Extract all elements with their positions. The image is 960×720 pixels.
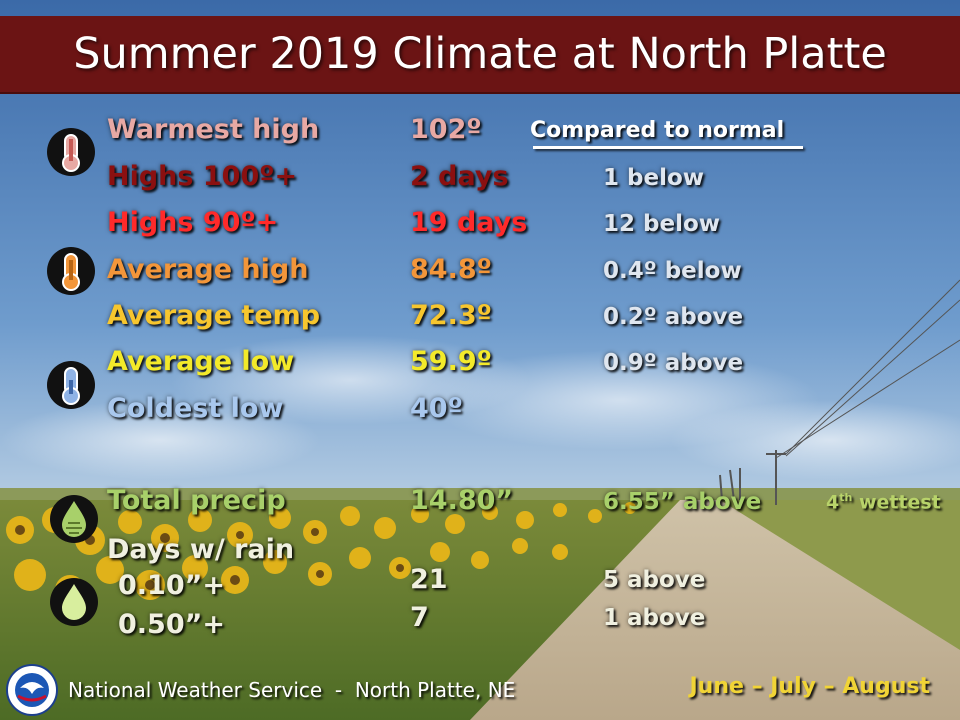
value-warmest-high: 102º: [410, 114, 482, 145]
compare-average-temp: 0.2º above: [603, 304, 744, 330]
value-average-low: 59.9º: [410, 346, 492, 377]
wettest-rank-badge: 4th wettest: [826, 491, 941, 513]
thermometer-cold-icon: [47, 361, 95, 409]
footer-office: National Weather Service - North Platte,…: [68, 678, 516, 702]
compare-header: Compared to normal: [530, 118, 785, 143]
water-drop-icon: [50, 578, 98, 626]
label-total-precip: Total precip: [107, 485, 286, 516]
label-average-temp: Average temp: [107, 300, 321, 331]
value-total-precip: 14.80”: [410, 485, 514, 516]
label-average-high: Average high: [107, 254, 309, 285]
compare-rain-050: 1 above: [603, 605, 706, 631]
label-coldest-low: Coldest low: [107, 393, 284, 424]
rain-drop-icon: [50, 495, 98, 543]
value-highs-100: 2 days: [410, 161, 509, 192]
value-highs-90: 19 days: [410, 207, 528, 238]
nws-logo-icon: [6, 664, 58, 716]
label-rain-050: 0.50”+: [118, 609, 225, 640]
thermometer-warm-icon: [47, 247, 95, 295]
compare-highs-90: 12 below: [603, 211, 721, 237]
title-banner: Summer 2019 Climate at North Platte: [0, 16, 960, 94]
value-average-high: 84.8º: [410, 254, 492, 285]
label-days-with-rain: Days w/ rain: [107, 534, 295, 565]
compare-total-precip: 6.55” above: [603, 489, 762, 515]
rank-word: wettest: [852, 491, 941, 514]
label-rain-010: 0.10”+: [118, 570, 225, 601]
season-months: June – July – August: [689, 674, 930, 699]
compare-average-low: 0.9º above: [603, 350, 744, 376]
compare-rain-010: 5 above: [603, 567, 706, 593]
thermometer-hot-icon: [47, 128, 95, 176]
rank-suffix: th: [839, 491, 853, 504]
label-highs-90: Highs 90º+: [107, 207, 279, 238]
value-rain-050: 7: [410, 602, 429, 633]
label-highs-100: Highs 100º+: [107, 161, 298, 192]
compare-header-underline: [533, 146, 803, 149]
label-warmest-high: Warmest high: [107, 114, 320, 145]
value-coldest-low: 40º: [410, 393, 463, 424]
value-average-temp: 72.3º: [410, 300, 492, 331]
rank-number: 4: [826, 491, 840, 514]
label-average-low: Average low: [107, 346, 295, 377]
compare-highs-100: 1 below: [603, 165, 705, 191]
page-title: Summer 2019 Climate at North Platte: [73, 29, 887, 79]
value-rain-010: 21: [410, 564, 448, 595]
compare-average-high: 0.4º below: [603, 258, 742, 284]
